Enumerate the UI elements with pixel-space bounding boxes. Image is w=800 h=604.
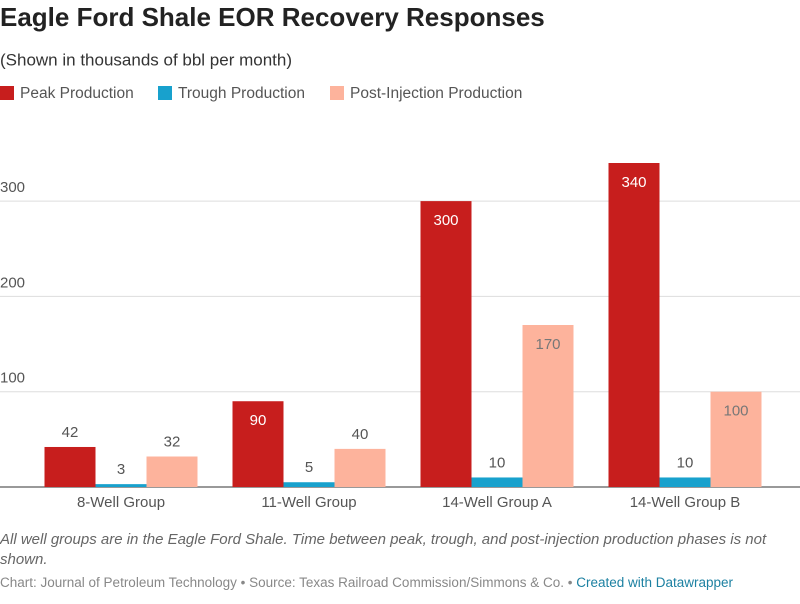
legend-label: Peak Production xyxy=(20,85,134,102)
data-label: 90 xyxy=(250,412,267,429)
legend-swatch xyxy=(158,86,172,100)
y-tick-label: 100 xyxy=(0,370,25,387)
bar xyxy=(283,482,335,487)
bar xyxy=(710,391,762,487)
data-label: 10 xyxy=(677,454,694,471)
notes: All well groups are in the Eagle Ford Sh… xyxy=(0,531,767,568)
chart-title: Eagle Ford Shale EOR Recovery Responses xyxy=(0,2,545,32)
data-label: 340 xyxy=(621,174,646,191)
credit[interactable]: Created with Datawrapper xyxy=(576,575,734,590)
x-tick-label: 14-Well Group B xyxy=(630,494,741,511)
x-tick-label: 14-Well Group A xyxy=(442,494,552,511)
data-label: 5 xyxy=(305,459,313,476)
bar xyxy=(471,477,523,487)
bar xyxy=(334,448,386,487)
bar xyxy=(146,456,198,487)
y-tick-label: 300 xyxy=(0,179,25,196)
data-label: 170 xyxy=(535,336,560,353)
footer: Chart: Journal of Petroleum Technology •… xyxy=(0,575,800,590)
x-tick-label: 11-Well Group xyxy=(261,494,356,511)
data-label: 300 xyxy=(433,212,458,229)
bar xyxy=(44,446,96,487)
data-label: 3 xyxy=(117,461,125,478)
chart: Eagle Ford Shale EOR Recovery Responses … xyxy=(0,2,800,511)
legend-swatch xyxy=(0,86,14,100)
bar xyxy=(420,201,472,487)
data-label: 32 xyxy=(164,433,181,450)
x-tick-label: 8-Well Group xyxy=(77,494,165,511)
data-label: 100 xyxy=(723,403,748,420)
legend-label: Post-Injection Production xyxy=(350,85,522,102)
data-label: 10 xyxy=(489,454,506,471)
bar xyxy=(608,163,660,487)
data-label: 42 xyxy=(62,424,79,441)
chart-subtitle: (Shown in thousands of bbl per month) xyxy=(0,50,292,69)
source: Chart: Journal of Petroleum Technology •… xyxy=(0,575,573,590)
bar xyxy=(95,484,147,487)
legend-swatch xyxy=(330,86,344,100)
bar xyxy=(232,401,284,487)
bar xyxy=(659,477,711,487)
legend-label: Trough Production xyxy=(178,85,305,102)
bar xyxy=(522,325,574,487)
y-tick-label: 200 xyxy=(0,274,25,291)
data-label: 40 xyxy=(352,426,369,443)
